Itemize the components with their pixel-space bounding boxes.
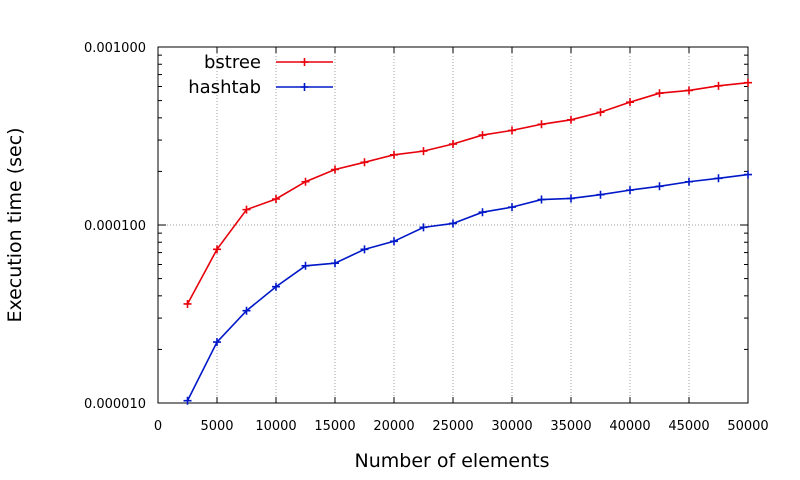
- series-line-bstree: [186, 81, 749, 305]
- data-point-bstree: [242, 205, 251, 214]
- x-tick-label: 0: [154, 419, 162, 434]
- x-tick-label: 5000: [200, 419, 233, 434]
- data-point-hashtab: [744, 170, 752, 179]
- legend-marker-bstree: [300, 58, 309, 66]
- y-tick-label: 0.000100: [84, 219, 146, 234]
- data-point-bstree: [390, 150, 398, 159]
- data-point-hashtab: [213, 338, 221, 347]
- data-point-hashtab: [626, 186, 634, 195]
- data-point-bstree: [626, 98, 634, 107]
- data-point-hashtab: [685, 177, 693, 186]
- data-point-bstree: [331, 165, 339, 174]
- x-tick-label: 50000: [727, 419, 768, 434]
- x-tick-label: 30000: [491, 419, 532, 434]
- data-point-bstree: [213, 245, 221, 254]
- data-point-hashtab: [183, 396, 192, 405]
- ticks-layer: 0 5000 10000 15000 20000 25000 30000 35000 40000…: [84, 41, 769, 434]
- data-point-bstree: [596, 108, 605, 117]
- x-tick-label: 20000: [373, 419, 414, 434]
- y-tick-label: 0.000010: [84, 397, 146, 412]
- data-point-bstree: [744, 78, 752, 87]
- legend: bstree hashtab: [188, 52, 333, 98]
- x-tick-label: 45000: [668, 419, 709, 434]
- data-point-hashtab: [390, 237, 398, 246]
- data-point-bstree: [272, 194, 280, 203]
- data-point-hashtab: [596, 190, 605, 199]
- data-point-hashtab: [331, 259, 339, 268]
- data-point-bstree: [537, 120, 546, 129]
- x-tick-label: 10000: [255, 419, 296, 434]
- data-point-hashtab: [360, 245, 369, 254]
- data-point-bstree: [478, 131, 487, 140]
- y-tick-label: 0.001000: [84, 41, 146, 56]
- legend-marker-hashtab: [300, 83, 309, 91]
- data-point-bstree: [685, 86, 693, 95]
- data-point-hashtab: [655, 182, 664, 191]
- data-point-hashtab: [714, 174, 723, 183]
- data-point-bstree: [419, 147, 428, 156]
- x-tick-label: 15000: [314, 419, 355, 434]
- x-axis-title: Number of elements: [355, 450, 550, 472]
- x-tick-label: 40000: [609, 419, 650, 434]
- data-point-hashtab: [301, 261, 310, 270]
- data-point-hashtab: [537, 195, 546, 204]
- y-axis-title: Execution time (sec): [4, 127, 26, 322]
- data-point-bstree: [183, 299, 192, 308]
- x-tick-label: 35000: [550, 419, 591, 434]
- data-point-hashtab: [567, 194, 575, 203]
- series-line-hashtab: [186, 173, 749, 402]
- data-point-hashtab: [242, 306, 251, 315]
- data-point-bstree: [301, 177, 310, 186]
- data-point-hashtab: [419, 223, 428, 232]
- data-point-hashtab: [478, 208, 487, 217]
- legend-label-hashtab: hashtab: [188, 77, 261, 98]
- data-point-bstree: [655, 89, 664, 98]
- data-point-bstree: [449, 140, 457, 149]
- series-layer: [183, 78, 752, 405]
- legend-label-bstree: bstree: [204, 52, 261, 73]
- data-point-hashtab: [449, 219, 457, 228]
- data-point-hashtab: [508, 203, 516, 212]
- data-point-hashtab: [272, 282, 280, 291]
- data-point-bstree: [508, 126, 516, 135]
- x-tick-label: 25000: [432, 419, 473, 434]
- data-point-bstree: [360, 158, 369, 167]
- data-point-bstree: [714, 81, 723, 90]
- data-point-bstree: [567, 115, 575, 124]
